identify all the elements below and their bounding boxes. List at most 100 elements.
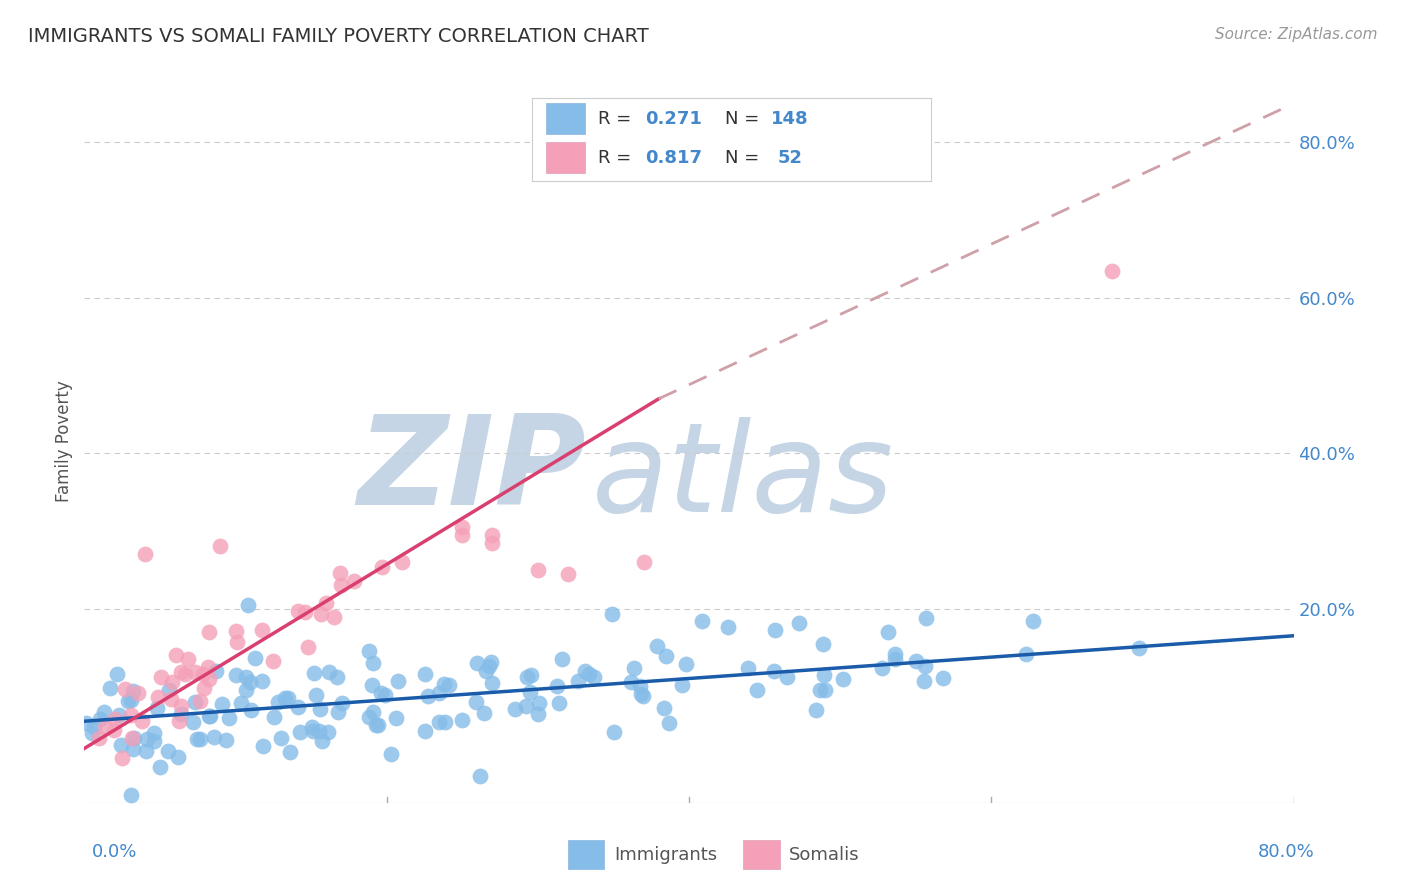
Point: [83, 720, 105, 734]
Point: [391, 555, 413, 569]
Point: [177, 652, 200, 666]
Point: [290, 724, 312, 739]
Point: [308, 723, 330, 738]
Point: [235, 670, 257, 684]
Point: [80, 726, 103, 740]
Point: [515, 699, 537, 714]
Point: [114, 681, 136, 696]
Point: [326, 670, 349, 684]
Point: [806, 703, 828, 717]
Point: [503, 702, 526, 716]
Text: N =: N =: [725, 149, 765, 167]
Point: [287, 604, 309, 618]
Point: [186, 731, 208, 746]
Point: [191, 666, 214, 681]
Point: [465, 656, 488, 670]
Text: 148: 148: [770, 110, 808, 128]
Point: [311, 733, 333, 747]
Point: [197, 660, 219, 674]
Point: [1022, 615, 1045, 629]
Point: [628, 679, 651, 693]
Point: [465, 695, 488, 709]
Point: [267, 696, 290, 710]
Point: [433, 677, 456, 691]
Point: [932, 671, 955, 685]
Point: [551, 652, 574, 666]
Point: [143, 734, 166, 748]
Point: [98, 681, 121, 696]
Point: [108, 707, 131, 722]
Point: [675, 657, 697, 671]
Point: [647, 639, 669, 653]
Point: [429, 714, 451, 729]
Point: [655, 648, 678, 663]
Point: [120, 788, 142, 802]
Point: [477, 659, 499, 673]
Point: [360, 678, 382, 692]
Point: [548, 696, 571, 710]
Point: [184, 694, 207, 708]
Point: [103, 723, 125, 737]
Point: [218, 711, 240, 725]
Point: [278, 746, 301, 760]
Text: ZIP: ZIP: [357, 410, 586, 531]
Point: [149, 670, 172, 684]
Point: [209, 540, 232, 554]
Point: [658, 715, 681, 730]
Point: [578, 667, 600, 681]
Point: [832, 672, 855, 686]
Point: [776, 670, 799, 684]
Point: [225, 667, 247, 681]
Y-axis label: Family Poverty: Family Poverty: [55, 381, 73, 502]
Point: [236, 598, 259, 612]
Point: [789, 615, 811, 630]
Point: [122, 741, 145, 756]
Point: [363, 657, 385, 671]
Point: [250, 673, 273, 688]
Point: [170, 698, 193, 713]
Text: Immigrants: Immigrants: [614, 846, 717, 863]
Point: [574, 664, 596, 678]
Point: [301, 720, 323, 734]
Point: [215, 733, 238, 747]
Point: [567, 673, 589, 688]
Point: [330, 578, 353, 592]
Point: [374, 688, 396, 702]
FancyBboxPatch shape: [744, 840, 780, 870]
Point: [1101, 263, 1123, 277]
Point: [583, 670, 606, 684]
Point: [385, 711, 408, 725]
Point: [205, 664, 228, 678]
Point: [470, 768, 492, 782]
Point: [813, 668, 835, 682]
Point: [250, 623, 273, 637]
Point: [671, 678, 693, 692]
FancyBboxPatch shape: [568, 840, 605, 870]
Point: [357, 644, 380, 658]
Point: [193, 681, 215, 695]
Point: [814, 683, 837, 698]
Point: [159, 692, 181, 706]
Text: N =: N =: [725, 110, 765, 128]
Point: [413, 724, 436, 739]
Point: [184, 665, 207, 679]
Text: Source: ZipAtlas.com: Source: ZipAtlas.com: [1215, 27, 1378, 42]
Point: [294, 605, 316, 619]
Point: [427, 686, 450, 700]
Point: [904, 654, 927, 668]
Point: [211, 698, 233, 712]
Point: [120, 693, 142, 707]
Point: [654, 701, 676, 715]
Point: [146, 690, 169, 705]
Point: [105, 666, 128, 681]
Point: [110, 738, 132, 752]
Text: R =: R =: [599, 149, 637, 167]
Point: [546, 679, 568, 693]
Point: [124, 731, 146, 745]
Point: [808, 682, 831, 697]
Point: [366, 718, 388, 732]
Point: [170, 706, 193, 721]
Point: [434, 715, 457, 730]
Text: R =: R =: [599, 110, 637, 128]
Point: [763, 624, 786, 638]
